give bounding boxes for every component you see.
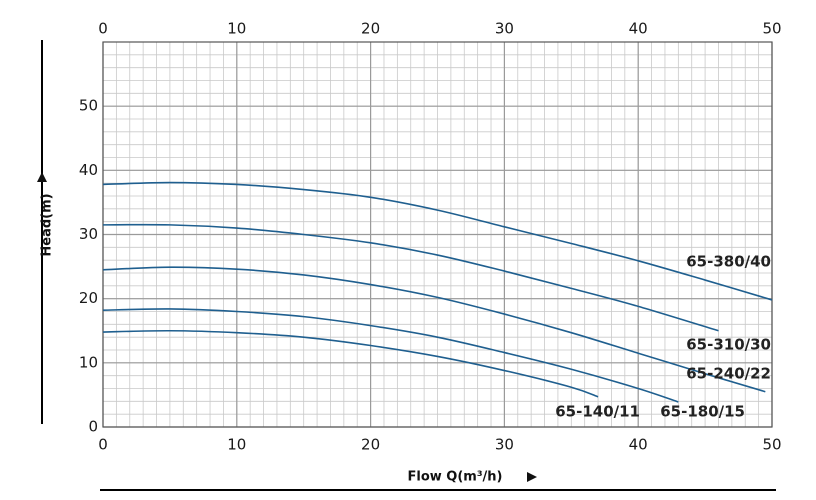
x-tick-label: 20 [361, 436, 380, 454]
curve-label: 65-140/11 [555, 403, 640, 421]
x-tick-label: 40 [629, 436, 648, 454]
y-arrow [37, 172, 47, 182]
y-tick-label: 50 [79, 97, 98, 115]
curve-label: 65-310/30 [686, 336, 771, 354]
x-tick-label-top: 50 [762, 20, 781, 38]
x-tick-label-top: 10 [227, 20, 246, 38]
curve [102, 181, 773, 301]
x-tick-label-top: 30 [495, 20, 514, 38]
curve [102, 329, 599, 398]
curve-label: 65-180/15 [660, 403, 745, 421]
curve [102, 308, 679, 403]
x-axis-label: Flow Q(m³/h) [408, 470, 503, 485]
x-tick-label: 30 [495, 436, 514, 454]
x-tick-label: 10 [227, 436, 246, 454]
y-axis-label: Head(m) [40, 193, 55, 256]
curve [102, 223, 719, 332]
curve-label: 65-380/40 [686, 253, 771, 271]
curve-label: 65-240/22 [686, 365, 771, 383]
x-arrow [527, 472, 537, 482]
y-tick-label: 30 [79, 225, 98, 243]
x-tick-label-top: 40 [629, 20, 648, 38]
x-tick-label-top: 0 [98, 20, 108, 38]
x-tick-label-top: 20 [361, 20, 380, 38]
y-tick-label: 20 [79, 289, 98, 307]
plot-frame [102, 41, 773, 428]
curve [102, 266, 766, 393]
x-tick-label: 50 [762, 436, 781, 454]
x-tick-label: 0 [98, 436, 108, 454]
y-tick-label: 40 [79, 161, 98, 179]
y-tick-label: 0 [88, 418, 98, 436]
y-tick-label: 10 [79, 353, 98, 371]
